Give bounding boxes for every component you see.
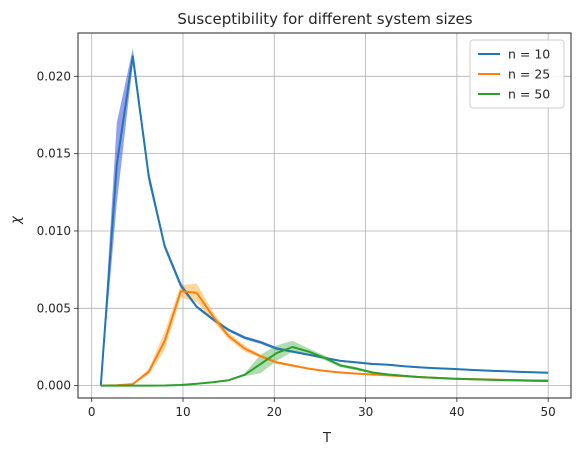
legend-label: n = 50 [508, 87, 550, 102]
y-axis-title: χ [9, 215, 24, 225]
x-tick-label: 0 [88, 405, 96, 419]
y-axis-ticks: 0.000 0.005 0.010 0.015 0.020 [37, 69, 78, 393]
y-tick-label: 0.015 [37, 147, 71, 161]
line-series-3 [100, 346, 549, 387]
series-lines [99, 55, 549, 387]
chart-title: Susceptibility for different system size… [177, 10, 472, 28]
x-tick-label: 10 [175, 405, 190, 419]
plot-frame [77, 32, 572, 399]
x-tick-label: 40 [449, 405, 464, 419]
legend: n = 10 n = 25 n = 50 [469, 39, 565, 109]
x-axis-title: T [322, 431, 331, 446]
x-tick-label: 20 [267, 405, 282, 419]
legend-label: n = 10 [508, 47, 550, 62]
x-tick-label: 30 [358, 405, 373, 419]
y-tick-label: 0.005 [37, 301, 71, 315]
x-tick-label: 50 [541, 405, 556, 419]
legend-box [469, 39, 565, 109]
y-tick-label: 0.010 [37, 224, 71, 238]
legend-label: n = 25 [508, 67, 550, 82]
y-tick-label: 0.000 [37, 379, 71, 393]
x-axis-ticks: 0 10 20 30 40 50 [88, 398, 556, 419]
y-tick-label: 0.020 [37, 69, 71, 83]
